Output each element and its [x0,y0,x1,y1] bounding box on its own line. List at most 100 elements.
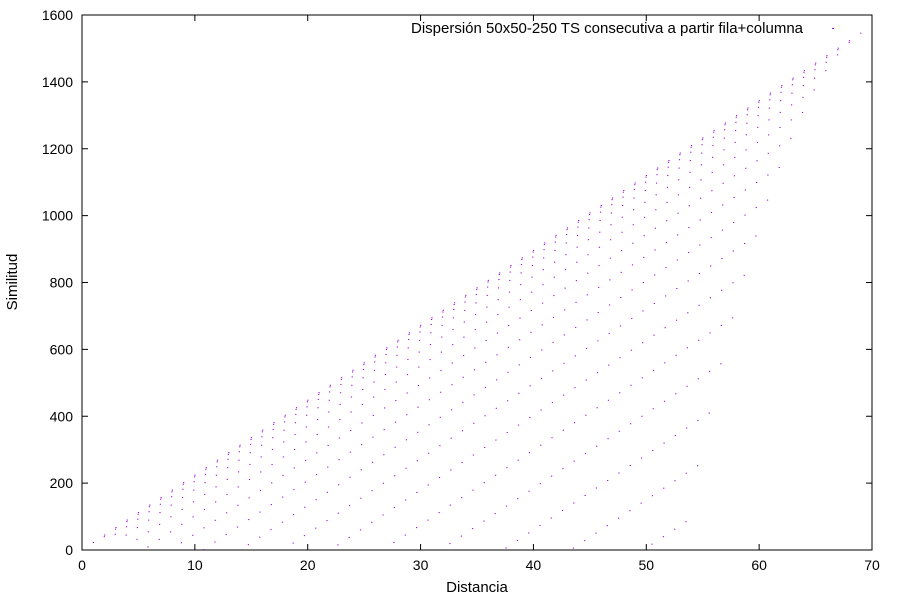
data-point [215,501,217,503]
axis-ticks: 0 10 20 30 40 50 60 70 0 200 400 600 800 1000 1200 1400… [42,7,880,573]
data-point [203,549,205,551]
data-point [814,64,816,66]
data-point [407,347,409,349]
data-point [462,401,464,403]
data-point [476,287,478,289]
data-point [618,430,620,432]
data-point [473,369,476,371]
data-points [92,32,862,551]
data-point [441,336,443,338]
data-point [271,463,273,465]
data-point [451,384,453,386]
data-point [755,207,757,209]
data-point [180,542,183,544]
data-point [630,384,632,386]
data-point [697,465,699,467]
data-point [238,451,240,453]
data-point [586,347,588,349]
data-point [329,391,331,393]
data-point [685,521,687,523]
data-point [720,324,722,326]
data-point [724,124,726,126]
data-point [496,354,498,356]
data-point [487,286,489,288]
data-point [722,182,724,184]
data-point [351,384,353,386]
data-point [678,179,680,181]
data-point [452,329,454,331]
data-point [531,264,534,266]
data-point [383,429,385,431]
data-point [710,237,712,239]
data-point [529,356,532,358]
data-point [305,441,307,443]
data-point [860,32,862,34]
data-point [416,491,418,493]
data-point [465,294,467,296]
data-point [339,403,341,405]
data-point [317,407,319,409]
data-point [678,167,680,169]
data-point [427,519,429,521]
data-point [769,94,771,96]
data-point [472,528,474,530]
data-point [575,280,578,282]
data-point [216,461,218,463]
data-point [685,472,687,474]
data-point [656,169,658,171]
data-point [341,377,343,379]
data-point [690,146,692,148]
data-point [160,498,162,500]
data-point [315,499,317,501]
data-point [327,444,329,446]
data-point [349,505,351,507]
data-point [690,151,692,153]
data-point [586,294,588,296]
x-tick-label: 40 [526,557,542,573]
data-point [736,115,738,117]
data-point [674,528,676,530]
data-point [509,271,511,273]
data-point [541,349,543,351]
data-point [678,159,681,161]
data-point [686,385,688,387]
data-point [564,309,566,311]
data-point [305,426,307,428]
data-point [542,269,544,271]
data-point [237,504,239,506]
data-point [227,467,229,469]
data-point [237,486,239,488]
data-point [679,154,681,156]
data-point [182,488,184,490]
data-point [439,445,441,447]
data-point [791,104,793,106]
data-point [521,259,523,261]
data-point [329,384,331,386]
data-point [440,351,442,353]
data-point [620,250,623,252]
data-point [574,387,576,389]
data-point [633,209,635,211]
data-point [181,523,183,525]
data-point [607,438,609,440]
data-point [405,439,408,441]
data-point [517,498,519,500]
data-point [630,349,632,351]
data-point [653,302,655,304]
data-point [586,319,588,321]
data-point [663,487,665,489]
data-point [699,197,702,199]
data-point [329,386,331,388]
data-point [744,214,746,216]
data-point [451,362,453,364]
data-point [371,490,373,492]
data-point [259,511,261,513]
data-point [532,251,534,253]
data-point [745,149,747,151]
data-point [225,512,228,514]
data-point [645,176,647,178]
data-point [698,339,700,341]
data-point [576,246,578,248]
data-point [250,443,252,445]
